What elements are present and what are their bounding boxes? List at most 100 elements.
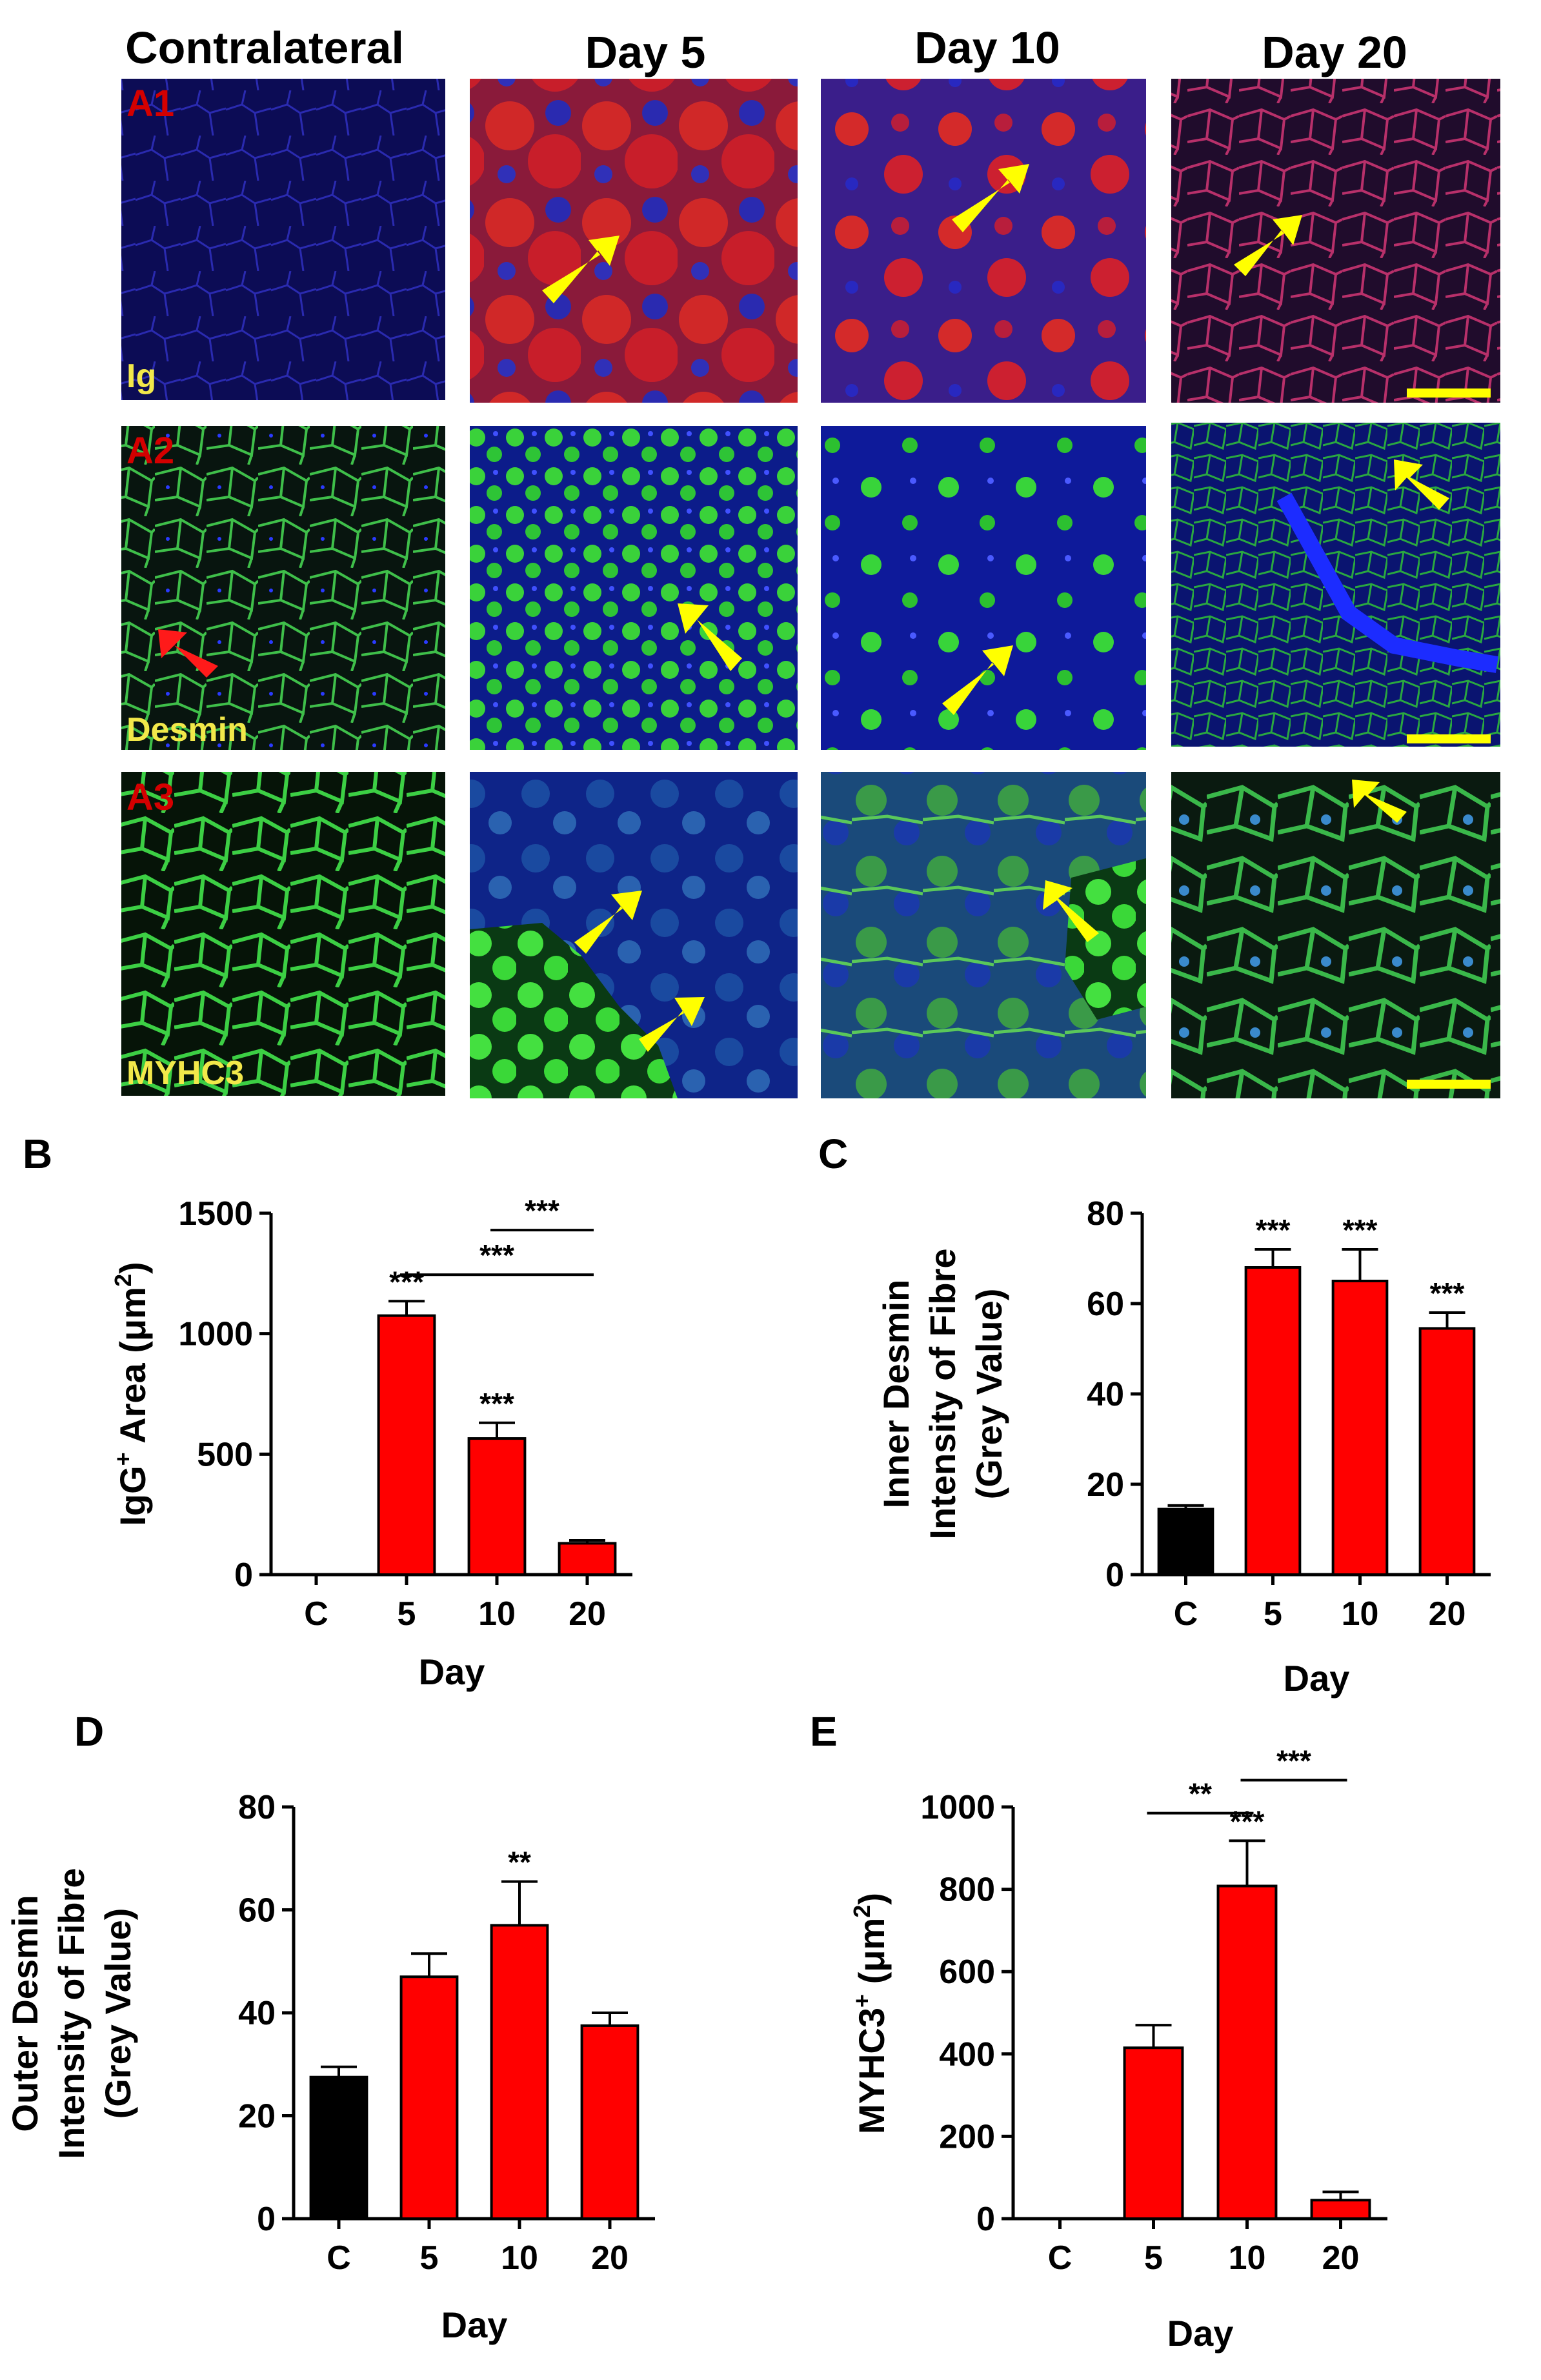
x-tick-label: 5 bbox=[1144, 2239, 1163, 2277]
myhc3-day5-positive-region bbox=[470, 923, 678, 1098]
y-tick-label: 80 bbox=[238, 1789, 276, 1826]
y-tick-label: 60 bbox=[1087, 1286, 1124, 1323]
stain-label-desmin: Desmin bbox=[126, 711, 248, 749]
micrograph-ig-day5 bbox=[470, 79, 798, 403]
myhc3-day10-positive-region bbox=[1065, 858, 1146, 1020]
bar-20 bbox=[1418, 1327, 1476, 1576]
significance-label: *** bbox=[1230, 1804, 1265, 1838]
y-tick-label: 0 bbox=[257, 2201, 276, 2238]
x-tick-label: C bbox=[1174, 1595, 1198, 1633]
arrow-desmin-day10 bbox=[942, 645, 1013, 715]
bar-5 bbox=[1244, 1266, 1302, 1576]
bar-10 bbox=[1331, 1280, 1389, 1576]
scale-bar-row1 bbox=[1407, 388, 1491, 398]
x-tick-label: 5 bbox=[1264, 1595, 1282, 1633]
arrow-desmin-day20 bbox=[1394, 459, 1449, 510]
arrow-ig-day5 bbox=[542, 236, 619, 303]
x-tick-label: 20 bbox=[569, 1595, 606, 1633]
vessel-desmin-day20 bbox=[1276, 492, 1499, 673]
column-header-day5: Day 5 bbox=[585, 27, 706, 77]
significance-label: *** bbox=[389, 1265, 424, 1298]
bar-5 bbox=[399, 1975, 459, 2221]
y-tick-label: 0 bbox=[234, 1557, 253, 1594]
y-tick-label: 600 bbox=[939, 1953, 995, 1991]
y-tick-label: 200 bbox=[939, 2118, 995, 2155]
bar-C bbox=[1157, 1508, 1214, 1576]
y-tick-label: 400 bbox=[939, 2036, 995, 2073]
x-tick-label: 20 bbox=[1322, 2239, 1360, 2277]
y-tick-label: 20 bbox=[238, 2098, 276, 2135]
y-tick-label: 40 bbox=[238, 1995, 276, 2032]
bracket-label: *** bbox=[479, 1238, 514, 1272]
chart-d: D 0 20 40 60 80 C 5 10 ** 20 Day Outer Desmin Intensi… bbox=[5, 1708, 655, 2345]
micrograph-grid: Contralateral Day 5 Day 10 Day 20 A1 Ig … bbox=[121, 23, 1500, 1098]
column-header-day20: Day 20 bbox=[1262, 27, 1407, 77]
row-label-a1: A1 bbox=[126, 83, 174, 125]
y-tick-label: 1500 bbox=[178, 1195, 253, 1233]
bar-10 bbox=[490, 1924, 549, 2221]
y-tick-label: 1000 bbox=[178, 1316, 253, 1353]
bar-20 bbox=[580, 2024, 640, 2220]
significance-label: *** bbox=[1343, 1213, 1378, 1247]
y-tick-label: 1000 bbox=[920, 1789, 995, 1826]
y-tick-label: 800 bbox=[939, 1871, 995, 1909]
bar-20 bbox=[1310, 2199, 1371, 2221]
x-axis-title: Day bbox=[441, 2304, 508, 2345]
stain-label-myhc3: MYHC3 bbox=[126, 1054, 244, 1092]
bar-10 bbox=[467, 1437, 527, 1576]
x-tick-label: 10 bbox=[501, 2239, 538, 2277]
scale-bar-row2 bbox=[1407, 734, 1491, 743]
red-arrow-desmin-contralateral bbox=[158, 629, 218, 678]
arrow-myhc3-day5-lower bbox=[639, 997, 705, 1052]
micrograph-desmin-contralateral bbox=[121, 426, 445, 750]
y-tick-label: 0 bbox=[976, 2201, 995, 2238]
micrograph-myhc3-contralateral bbox=[121, 772, 445, 1096]
arrow-myhc3-day20 bbox=[1352, 780, 1407, 823]
x-axis-title: Day bbox=[1167, 2313, 1234, 2354]
micrograph-ig-day20 bbox=[1171, 79, 1500, 403]
y-tick-label: 500 bbox=[197, 1436, 253, 1473]
x-axis-title: Day bbox=[419, 1651, 485, 1692]
panel-letter-b: B bbox=[23, 1131, 52, 1177]
column-header-contralateral: Contralateral bbox=[125, 23, 404, 73]
y-axis-title-line: Outer Desmin bbox=[5, 1895, 45, 2132]
x-tick-label: C bbox=[1048, 2239, 1073, 2277]
x-tick-label: 10 bbox=[478, 1595, 516, 1633]
arrow-myhc3-day10 bbox=[1043, 880, 1099, 942]
x-tick-label: 20 bbox=[1429, 1595, 1466, 1633]
arrow-myhc3-day5-upper bbox=[574, 891, 642, 954]
row-label-a3: A3 bbox=[126, 776, 174, 818]
y-axis-title-line: Intensity of Fibre bbox=[51, 1868, 92, 2159]
micrograph-myhc3-day20 bbox=[1171, 772, 1500, 1098]
significance-label: *** bbox=[1256, 1213, 1291, 1247]
chart-b: B 0 500 1000 1500 C 5 *** 10 *** 20 *** *** Day IgG+ A… bbox=[23, 1131, 632, 1692]
x-tick-label: 5 bbox=[420, 2239, 439, 2277]
y-axis-title-line: (Grey Value) bbox=[969, 1289, 1009, 1500]
micrograph-ig-contralateral bbox=[121, 79, 445, 400]
x-axis-title: Day bbox=[1284, 1658, 1350, 1699]
micrograph-desmin-day5 bbox=[470, 426, 798, 750]
y-axis-title-line: Intensity of Fibre bbox=[922, 1248, 963, 1539]
y-axis-title: IgG+ Area (μm2) bbox=[110, 1262, 153, 1526]
y-tick-label: 80 bbox=[1087, 1195, 1124, 1233]
bracket-label: *** bbox=[1276, 1744, 1311, 1778]
significance-label: ** bbox=[508, 1846, 531, 1879]
panel-letter-d: D bbox=[74, 1708, 104, 1755]
y-tick-label: 60 bbox=[238, 1892, 276, 1930]
x-tick-label: 5 bbox=[398, 1595, 416, 1633]
bar-20 bbox=[558, 1542, 617, 1576]
micrograph-ig-day10 bbox=[821, 79, 1146, 403]
bar-C bbox=[309, 2075, 368, 2220]
significance-label: *** bbox=[1430, 1276, 1465, 1310]
x-tick-label: 10 bbox=[1229, 2239, 1266, 2277]
significance-label: *** bbox=[479, 1387, 514, 1420]
x-tick-label: C bbox=[327, 2239, 351, 2277]
stain-label-ig: Ig bbox=[126, 358, 156, 395]
arrow-ig-day10 bbox=[952, 164, 1029, 232]
x-tick-label: C bbox=[304, 1595, 328, 1633]
scale-bar-row3 bbox=[1407, 1080, 1491, 1089]
y-axis-title: MYHC3+ (μm2) bbox=[849, 1893, 892, 2134]
bar-10 bbox=[1216, 1884, 1278, 2221]
